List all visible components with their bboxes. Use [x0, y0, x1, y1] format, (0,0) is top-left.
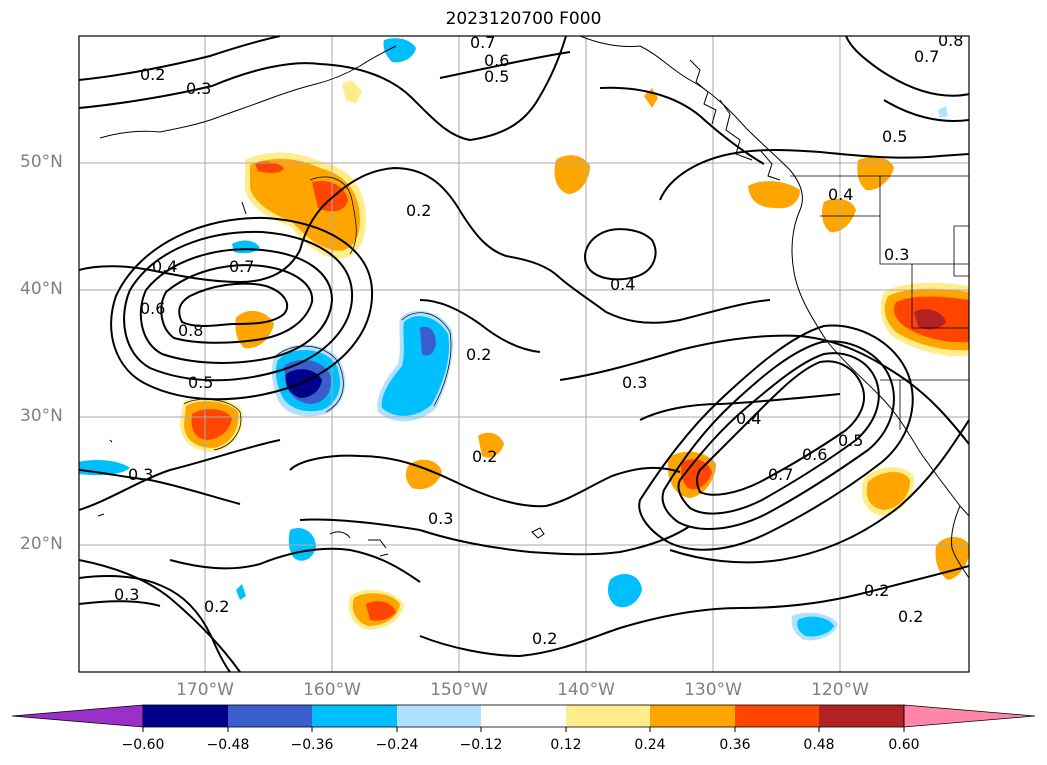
political-boundaries: [790, 175, 969, 430]
shaded-anomaly-fields: [79, 38, 969, 641]
colorbar-tick-label: 0.36: [719, 737, 751, 753]
colorbar-tick-label: −0.12: [459, 737, 503, 753]
colorbar-segment: [481, 705, 566, 727]
contour-label: 0.4: [736, 409, 761, 428]
contour-label: 0.4: [152, 257, 177, 276]
contour-label: 0.8: [178, 321, 203, 340]
coastlines: [97, 36, 969, 579]
lon-label-170w: 170°W: [176, 680, 234, 700]
colorbar-segment: [312, 705, 397, 727]
contour-label: 0.5: [188, 373, 213, 392]
colorbar-tick-label: −0.36: [290, 737, 334, 753]
colorbar-segment: [566, 705, 650, 727]
contour-label: 0.2: [472, 447, 497, 466]
contour-label: 0.6: [140, 299, 165, 318]
map-title: 2023120700 F000: [445, 9, 602, 29]
contour-label: 0.2: [466, 345, 491, 364]
lon-label-160w: 160°W: [303, 680, 361, 700]
colorbar: [11, 704, 1036, 732]
contour-label: 0.3: [622, 373, 647, 392]
colorbar-tick-label: −0.60: [121, 737, 165, 753]
colorbar-tick-label: 0.24: [634, 737, 666, 753]
colorbar-max-extension: [903, 704, 1036, 728]
contour-label: 0.2: [864, 581, 889, 600]
contour-label: 0.3: [428, 509, 453, 528]
lon-label-140w: 140°W: [557, 680, 615, 700]
colorbar-segment: [650, 705, 735, 727]
contour-label: 0.2: [204, 597, 229, 616]
colorbar-segment: [143, 705, 228, 727]
contour-label: 0.7: [229, 257, 254, 276]
contour-label: 0.5: [838, 431, 863, 450]
lat-label-30n: 30°N: [20, 406, 63, 426]
colorbar-min-extension: [11, 704, 144, 728]
colorbar-segment: [397, 705, 481, 727]
lat-label-40n: 40°N: [20, 279, 63, 299]
contour-label: 0.3: [128, 465, 153, 484]
contour-label: 0.4: [828, 185, 853, 204]
colorbar-segment: [228, 705, 312, 727]
contour-label: 0.5: [484, 67, 509, 86]
colorbar-tick-label: 0.12: [550, 737, 582, 753]
lon-label-120w: 120°W: [811, 680, 869, 700]
lon-label-150w: 150°W: [430, 680, 488, 700]
contour-lines: [79, 36, 969, 672]
contour-label: 0.2: [898, 607, 923, 626]
colorbar-segment: [735, 705, 819, 727]
contour-label: 0.2: [140, 65, 165, 84]
colorbar-tick-label: 0.60: [888, 737, 920, 753]
lat-label-50n: 50°N: [20, 152, 63, 172]
colorbar-segment: [819, 705, 904, 727]
contour-label: 0.6: [484, 51, 509, 70]
contour-label: 0.3: [186, 79, 211, 98]
lon-label-130w: 130°W: [684, 680, 742, 700]
contour-label: 0.4: [610, 275, 635, 294]
contour-labels: 0.2 0.3 0.7 0.6 0.5 0.4 0.7 0.6 0.8 0.5 …: [114, 31, 963, 648]
map-frame: [78, 35, 970, 673]
colorbar-frame: [142, 704, 905, 728]
contour-label: 0.6: [802, 445, 827, 464]
colorbar-tick-label: 0.48: [803, 737, 835, 753]
contour-label: 0.3: [884, 245, 909, 264]
lat-label-20n: 20°N: [20, 534, 63, 554]
contour-label: 0.8: [938, 31, 963, 50]
contour-label: 0.5: [882, 127, 907, 146]
colorbar-tick-label: −0.48: [206, 737, 250, 753]
contour-label: 0.3: [114, 585, 139, 604]
contour-label: 0.2: [406, 201, 431, 220]
contour-label: 0.2: [532, 629, 557, 648]
contour-label: 0.7: [768, 465, 793, 484]
colorbar-tick-label: −0.24: [375, 737, 419, 753]
contour-label: 0.7: [914, 47, 939, 66]
contour-label: 0.7: [470, 33, 495, 52]
